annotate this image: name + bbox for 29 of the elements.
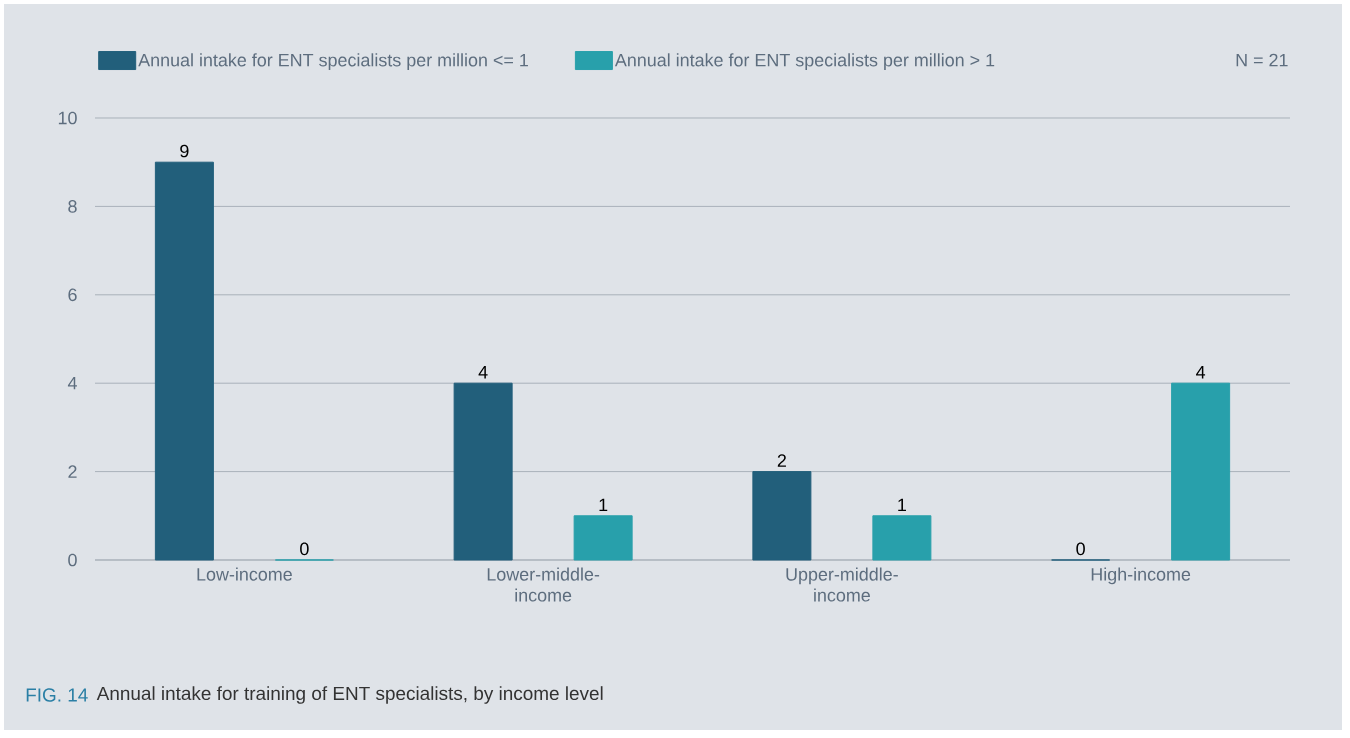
data-label: 4 (1196, 366, 1206, 379)
x-tick-label: High-income (1091, 567, 1191, 585)
text: Annual intake for training of ENT specialists, by income level (96, 686, 603, 704)
bar (453, 382, 513, 561)
data-label: 9 (180, 144, 189, 158)
x-tick-label: Lower-middle-income (487, 567, 600, 602)
data-label: 1 (599, 498, 608, 511)
y-tick-label: 6 (68, 288, 77, 302)
y-tick-label: 0 (68, 553, 77, 567)
caption: FIG. 14 (26, 688, 88, 702)
data-label: 0 (1076, 542, 1085, 556)
y-tick-label: 4 (67, 377, 77, 390)
bar (154, 161, 214, 561)
bar (1171, 382, 1231, 561)
legend-label: Annual intake for ENT specialists per million > 1 (614, 53, 995, 70)
x-tick-label: Low-income (197, 567, 292, 581)
data-label: 0 (300, 542, 309, 556)
bar (752, 471, 812, 561)
data-label: 4 (478, 366, 488, 379)
x-tick-label: Upper-middle-income (786, 567, 898, 602)
y-tick-label: 2 (68, 465, 77, 478)
text: N = 21 (1236, 53, 1288, 67)
bar (872, 515, 932, 561)
y-tick-label: 10 (58, 111, 77, 125)
y-tick-label: 8 (68, 200, 77, 213)
legend-label: Annual intake for ENT specialists per million <= 1 (138, 53, 528, 70)
data-label: 2 (777, 454, 786, 467)
bar (573, 515, 633, 561)
data-label: 1 (898, 498, 906, 511)
